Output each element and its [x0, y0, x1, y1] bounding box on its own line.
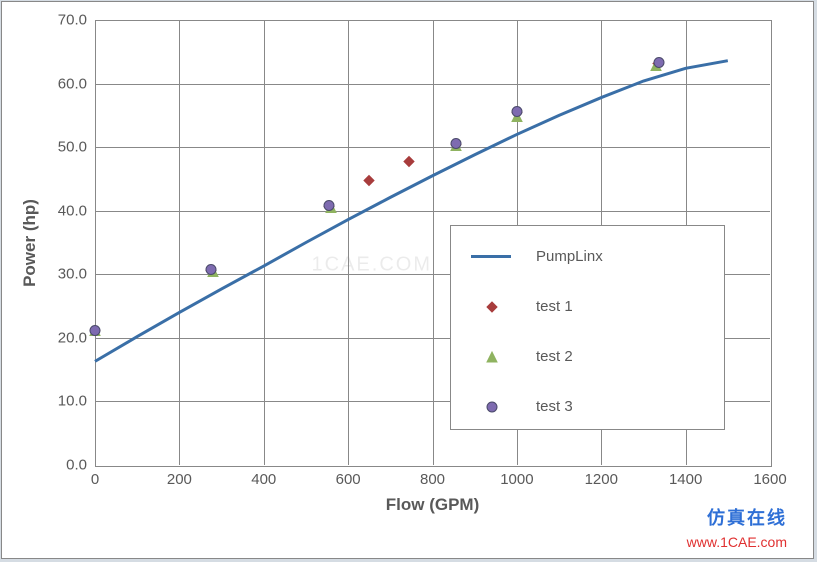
series-point-test 3 [510, 105, 524, 124]
legend-symbol [471, 296, 521, 316]
legend-symbol [471, 246, 521, 266]
legend-label: PumpLinx [536, 248, 603, 265]
legend-label: test 3 [536, 398, 573, 415]
series-point-test 1 [402, 154, 416, 173]
legend: PumpLinx test 1 test 2 test 3 [450, 225, 725, 430]
legend-symbol [471, 396, 521, 416]
series-point-test 3 [449, 136, 463, 155]
legend-row: test 2 [471, 346, 573, 366]
legend-symbol [471, 346, 521, 366]
legend-row: test 1 [471, 296, 573, 316]
legend-label: test 1 [536, 298, 573, 315]
legend-label: test 2 [536, 348, 573, 365]
series-point-test 3 [322, 198, 336, 217]
legend-row: test 3 [471, 396, 573, 416]
series-point-test 3 [88, 324, 102, 343]
series-point-test 3 [652, 56, 666, 75]
series-point-test 3 [204, 263, 218, 282]
legend-row: PumpLinx [471, 246, 603, 266]
series-point-test 1 [362, 174, 376, 193]
